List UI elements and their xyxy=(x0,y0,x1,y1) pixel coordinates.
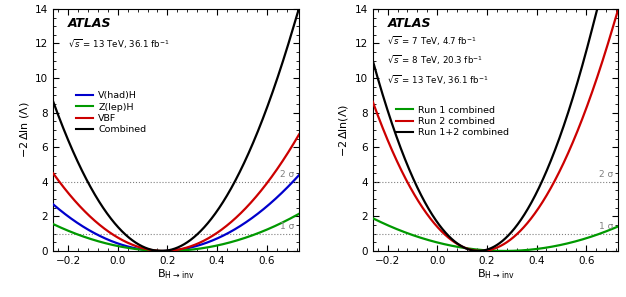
Legend: Run 1 combined, Run 2 combined, Run 1+2 combined: Run 1 combined, Run 2 combined, Run 1+2 … xyxy=(392,102,513,141)
Text: ATLAS: ATLAS xyxy=(68,18,111,30)
X-axis label: $\mathrm{B_{H\rightarrow\,inv}}$: $\mathrm{B_{H\rightarrow\,inv}}$ xyxy=(476,267,515,281)
Y-axis label: $-2\,\Delta\ln(\Lambda)$: $-2\,\Delta\ln(\Lambda)$ xyxy=(337,103,351,157)
Text: ATLAS: ATLAS xyxy=(387,18,431,30)
Text: 1 σ: 1 σ xyxy=(280,222,294,230)
Legend: V(had)H, Z(lep)H, VBF, Combined: V(had)H, Z(lep)H, VBF, Combined xyxy=(73,87,150,138)
Text: $\sqrt{s}$ = 8 TeV, 20.3 fb$^{-1}$: $\sqrt{s}$ = 8 TeV, 20.3 fb$^{-1}$ xyxy=(387,54,483,67)
Text: 2 σ: 2 σ xyxy=(599,170,613,179)
Text: 1 σ: 1 σ xyxy=(599,222,613,230)
Y-axis label: $-2\,\Delta\ln\,(\Lambda)$: $-2\,\Delta\ln\,(\Lambda)$ xyxy=(18,102,31,158)
Text: $\sqrt{s}$ = 7 TeV, 4.7 fb$^{-1}$: $\sqrt{s}$ = 7 TeV, 4.7 fb$^{-1}$ xyxy=(387,34,477,48)
X-axis label: $\mathrm{B_{H\rightarrow\,inv}}$: $\mathrm{B_{H\rightarrow\,inv}}$ xyxy=(157,267,195,281)
Text: $\sqrt{s}$ = 13 TeV, 36.1 fb$^{-1}$: $\sqrt{s}$ = 13 TeV, 36.1 fb$^{-1}$ xyxy=(68,38,170,51)
Text: $\sqrt{s}$ = 13 TeV, 36.1 fb$^{-1}$: $\sqrt{s}$ = 13 TeV, 36.1 fb$^{-1}$ xyxy=(387,73,489,86)
Text: 2 σ: 2 σ xyxy=(280,170,294,179)
